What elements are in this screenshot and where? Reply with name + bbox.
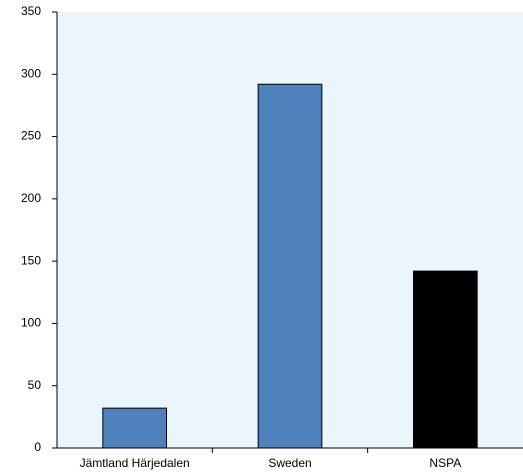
bar [102,407,168,449]
y-tick-label: 50 [28,378,42,392]
y-tick-label: 250 [21,129,41,143]
x-tick-label: Jämtland Härjedalen [80,456,190,470]
x-tick-label: Sweden [268,456,311,470]
y-tick-label: 350 [21,4,41,18]
x-tick-label: NSPA [429,456,461,470]
y-tick-label: 100 [21,316,41,330]
y-tick-label: 0 [34,440,41,454]
bar [257,83,323,449]
y-tick-label: 200 [21,191,41,205]
bar [412,270,478,449]
y-tick-label: 150 [21,253,41,267]
y-tick-label: 300 [21,66,41,80]
